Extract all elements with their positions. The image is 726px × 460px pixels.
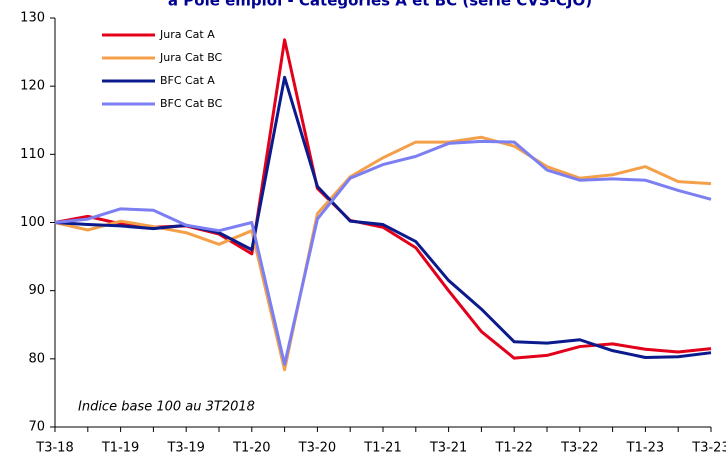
legend-label: Jura Cat BC	[159, 51, 223, 64]
x-tick-label: T1-21	[363, 441, 401, 456]
series-line	[54, 75, 712, 359]
series-line	[54, 139, 712, 366]
series-line	[54, 38, 712, 360]
y-tick-label: 130	[20, 11, 45, 26]
y-tick-label: 120	[20, 79, 45, 94]
y-tick-label: 110	[20, 147, 45, 162]
x-tick-label: T3-18	[35, 441, 73, 456]
legend-label: BFC Cat A	[160, 74, 215, 87]
y-tick-label: 70	[28, 420, 45, 435]
x-tick-label: T1-23	[626, 441, 664, 456]
legend-label: Jura Cat A	[159, 28, 215, 41]
series-line	[54, 135, 712, 372]
x-tick-label: T3-21	[429, 441, 467, 456]
y-tick-label: 90	[28, 283, 45, 298]
chart-title: à Pôle emploi - Catégories A et BC (séri…	[168, 0, 592, 10]
legend-label: BFC Cat BC	[160, 97, 223, 110]
x-tick-label: T1-19	[101, 441, 139, 456]
y-tick-label: 100	[20, 215, 45, 230]
annotation: Indice base 100 au 3T2018	[78, 400, 255, 415]
x-tick-label: T3-19	[166, 441, 204, 456]
x-tick-label: T3-22	[560, 441, 598, 456]
x-tick-label: T3-23	[691, 441, 726, 456]
x-tick-label: T3-20	[298, 441, 336, 456]
y-tick-label: 80	[28, 351, 45, 366]
x-tick-label: T1-20	[232, 441, 270, 456]
x-tick-label: T1-22	[494, 441, 532, 456]
